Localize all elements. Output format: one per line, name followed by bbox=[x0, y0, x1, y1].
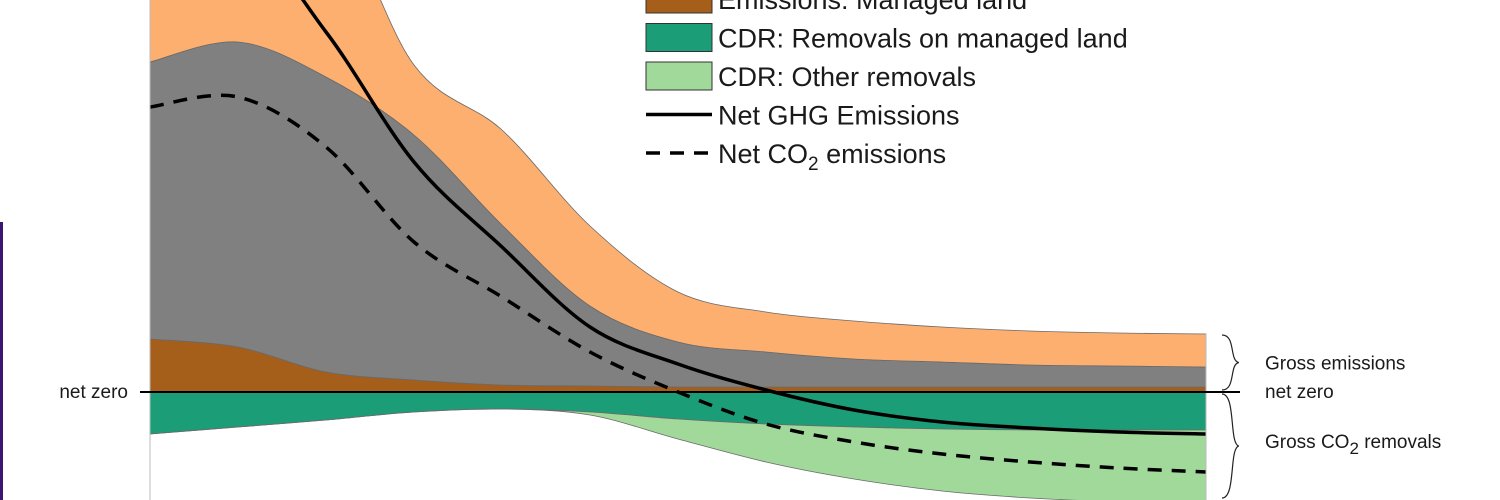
legend-item-emissions-managed-land: Emissions: Managed land bbox=[645, 0, 1027, 15]
gross-removals-brace bbox=[1221, 393, 1240, 499]
legend-label: CDR: Other removals bbox=[718, 62, 976, 92]
axes bbox=[140, 0, 1240, 500]
legend-swatch bbox=[645, 61, 713, 91]
gross-emissions-brace bbox=[1221, 334, 1240, 391]
left-edge-bar bbox=[0, 222, 3, 500]
legend-item-net-co: Net CO2 emissions bbox=[646, 139, 946, 175]
net-zero-label-left: net zero bbox=[59, 382, 128, 403]
legend-item-cdr-removals-on-managed-land: CDR: Removals on managed land bbox=[645, 23, 1128, 54]
legend-swatch bbox=[645, 0, 713, 14]
series-net-ghg-emissions-line bbox=[300, 0, 1207, 436]
legend-swatch bbox=[645, 23, 713, 52]
legend-label: Net CO2 emissions bbox=[718, 139, 946, 175]
legend-label: Emissions: Managed land bbox=[718, 0, 1027, 15]
gross-emissions-label: Gross emissions bbox=[1265, 354, 1405, 375]
gross-co2-removals-label: Gross CO2 removals bbox=[1265, 432, 1441, 458]
legend-label: Net GHG Emissions bbox=[718, 101, 960, 131]
legend-label: CDR: Removals on managed land bbox=[718, 24, 1128, 54]
legend-item-cdr-other-removals: CDR: Other removals bbox=[645, 61, 976, 92]
legend: Emissions: Managed land CDR: Removals on … bbox=[645, 0, 1128, 175]
series-emissions-other-orange-area bbox=[149, 0, 1207, 368]
net-lines bbox=[149, 0, 1207, 474]
net-zero-label-right: net zero bbox=[1265, 382, 1334, 403]
series-net-co2-emissions-line bbox=[149, 93, 1207, 474]
legend-item-net-ghg-emissions: Net GHG Emissions bbox=[646, 101, 960, 131]
